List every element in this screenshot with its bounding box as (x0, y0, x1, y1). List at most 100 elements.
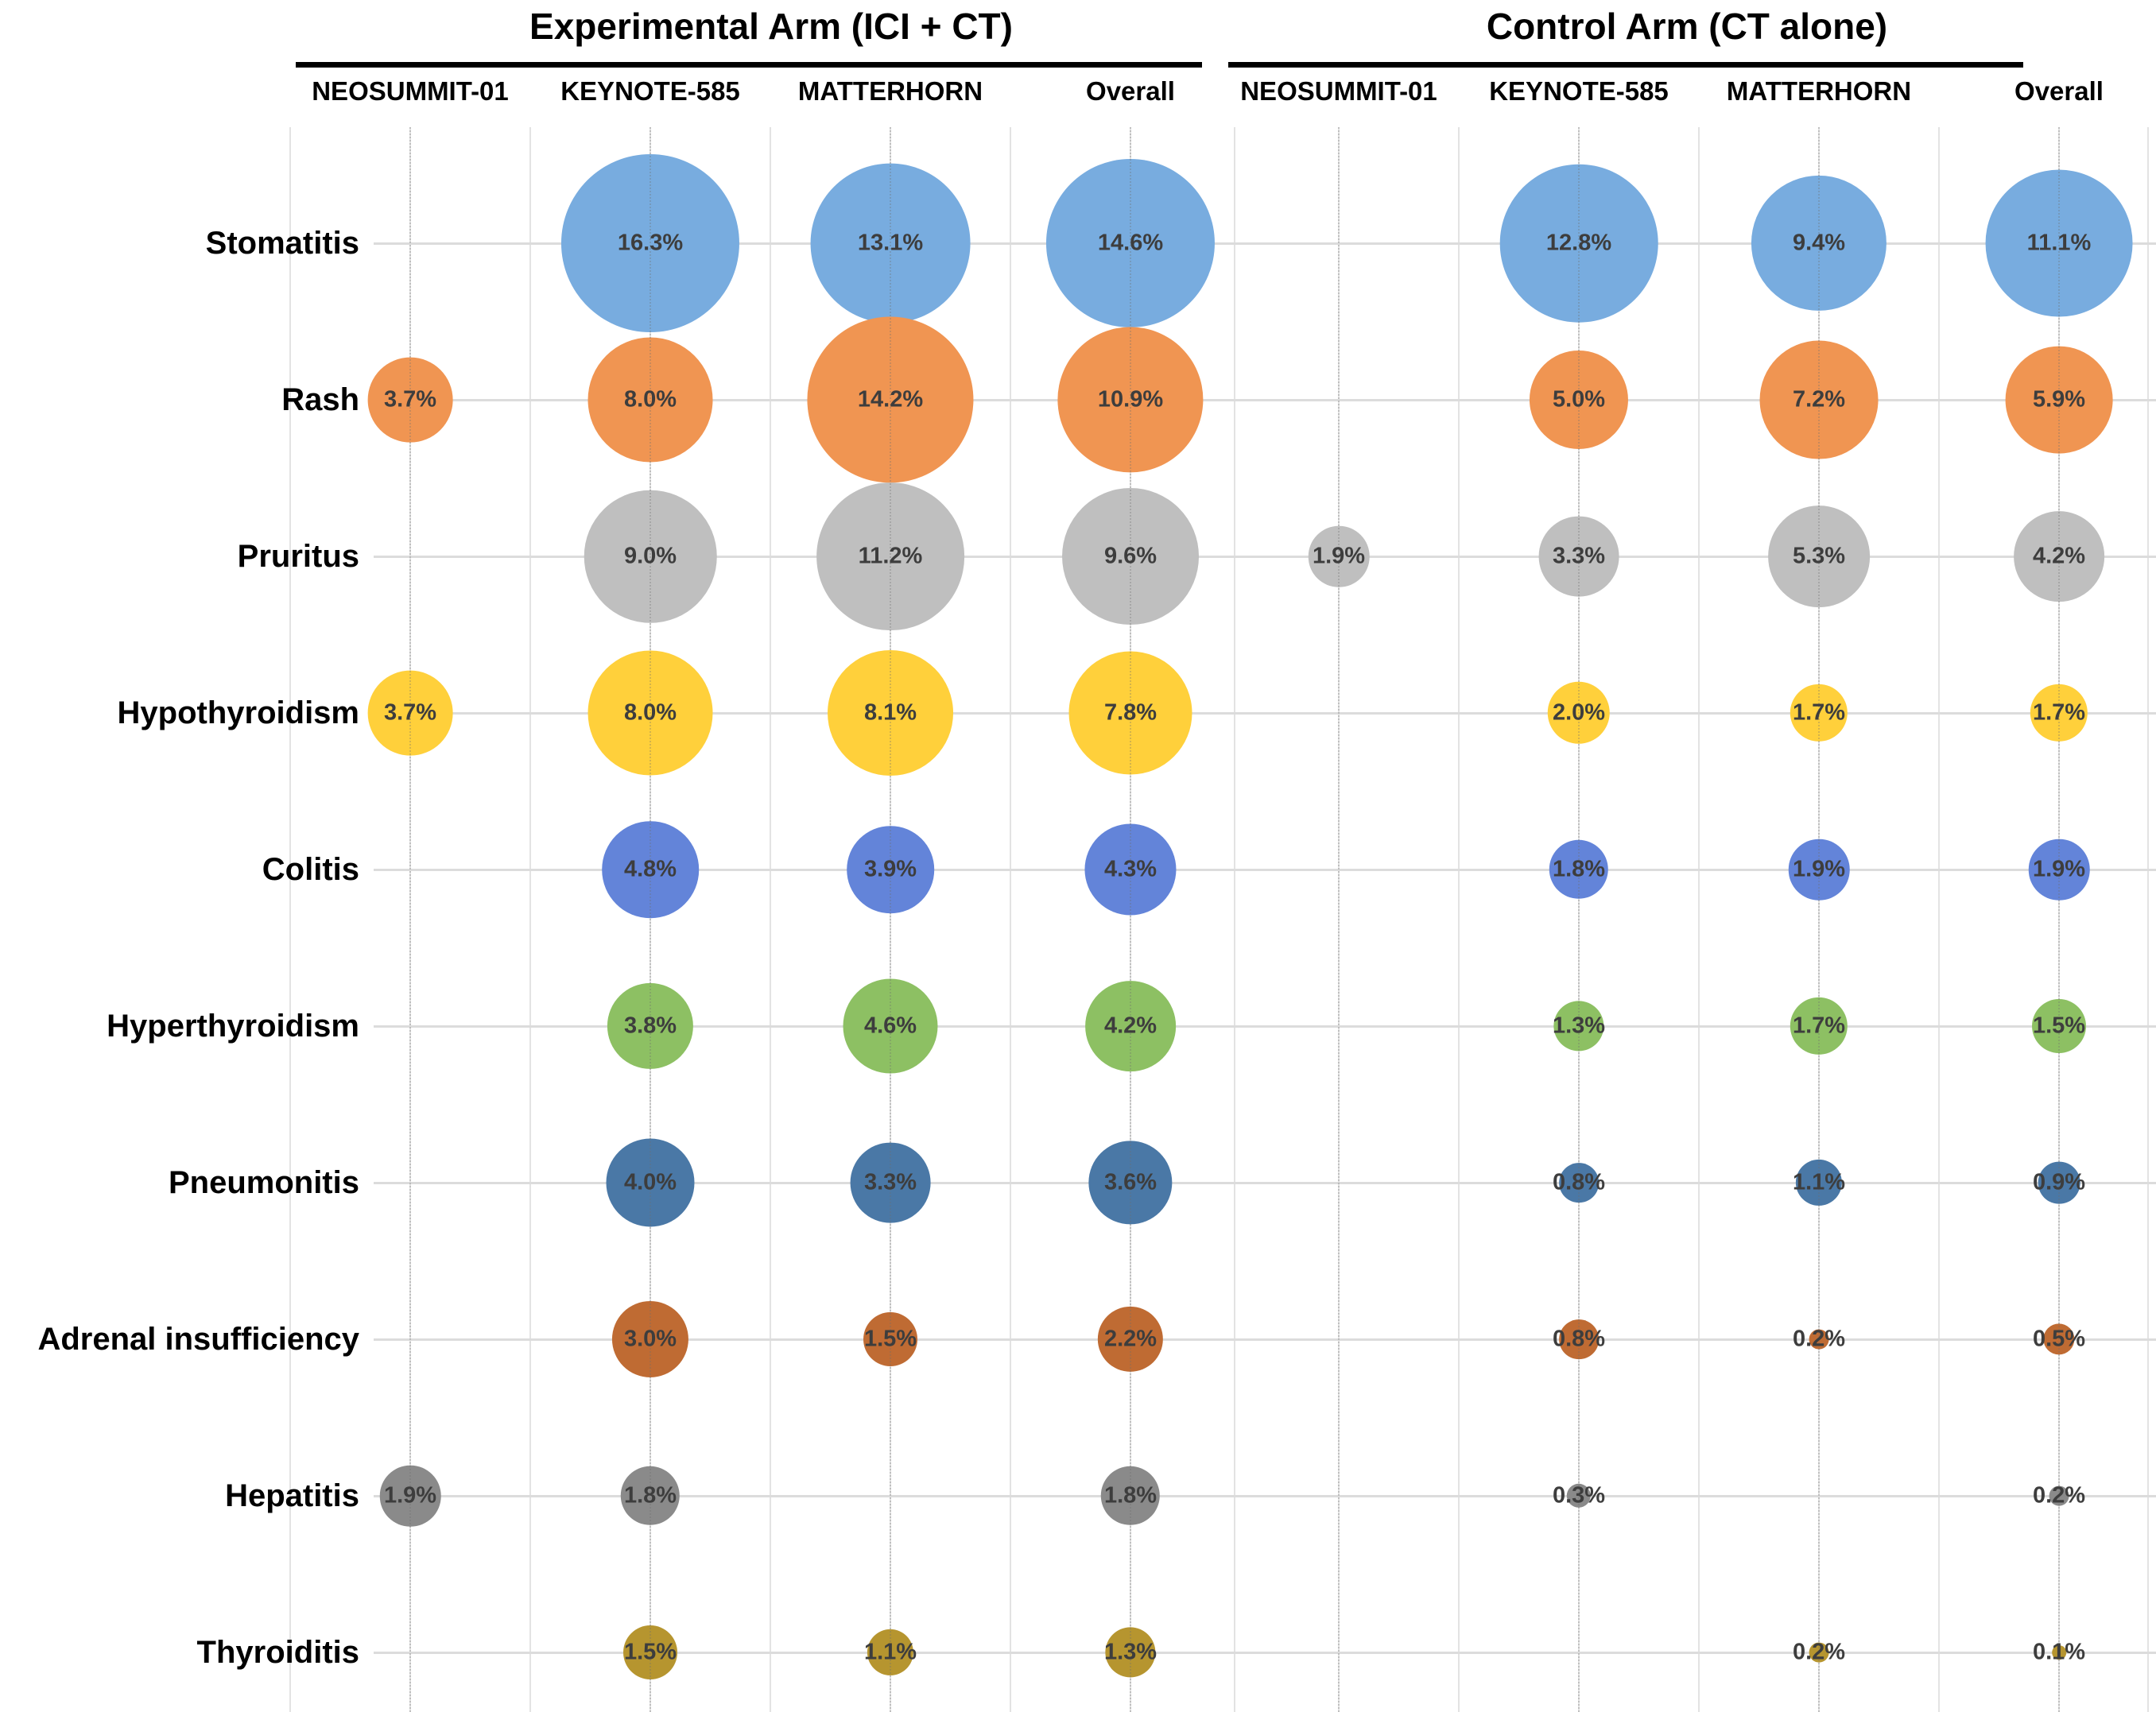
bubble-value: 0.2% (1792, 1326, 1846, 1352)
bubble (1751, 175, 1887, 312)
bubble-value: 1.9% (383, 1482, 437, 1509)
vertical-gridline (890, 127, 891, 1712)
bubble-value: 1.5% (2032, 1013, 2086, 1039)
bubble (1768, 505, 1870, 607)
bubble (1566, 1483, 1592, 1509)
arm-underline-experimental (296, 62, 1202, 68)
arm-underline-control (1228, 62, 2023, 68)
bubble-value: 8.1% (863, 699, 917, 726)
bubble-value: 0.2% (2032, 1482, 2086, 1509)
bubble-value: 8.0% (623, 699, 677, 726)
bubble-value: 3.9% (863, 856, 917, 882)
bubble (620, 1466, 681, 1526)
bubble-value: 9.4% (1792, 230, 1846, 256)
bubble-value: 3.8% (623, 1013, 677, 1039)
bubble-value: 0.8% (1552, 1169, 1606, 1195)
vertical-gridline (650, 127, 651, 1712)
row-label-text: Adrenal insufficiency (37, 1322, 359, 1357)
bubble-value: 1.9% (2032, 856, 2086, 882)
column-header: Overall (2014, 76, 2104, 106)
bubble-value: 4.2% (2032, 543, 2086, 569)
bubble-value: 3.7% (383, 699, 437, 726)
horizontal-gridline (374, 1652, 2156, 1654)
bubble (2038, 1161, 2080, 1204)
vertical-gridline-dotted (1130, 127, 1131, 1712)
horizontal-gridline (374, 869, 2156, 871)
bubble-value: 3.0% (623, 1326, 677, 1352)
bubble (1308, 525, 1370, 587)
vertical-gridline-dotted (1818, 127, 1820, 1712)
bubble-value: 4.6% (863, 1013, 917, 1039)
vertical-gridline-dotted (2058, 127, 2060, 1712)
bubble (843, 978, 938, 1074)
bubble-value: 1.3% (1552, 1013, 1606, 1039)
vertical-gridline (1010, 127, 1011, 1712)
bubble (611, 1300, 689, 1378)
bubble-value: 1.9% (1792, 856, 1846, 882)
vertical-gridline-dotted (890, 127, 891, 1712)
bubble (850, 1142, 931, 1223)
vertical-gridline-dotted (1338, 127, 1340, 1712)
horizontal-gridline (374, 1182, 2156, 1184)
vertical-gridline (1818, 127, 1820, 1712)
column-header: NEOSUMMIT-01 (312, 76, 509, 106)
bubble (2043, 1323, 2075, 1355)
row-label: Pneumonitis (0, 1164, 359, 1201)
horizontal-gridline (374, 1025, 2156, 1028)
row-label: Pruritus (0, 538, 359, 575)
bubble (1985, 169, 2133, 317)
row-label-text: Colitis (262, 852, 359, 887)
vertical-gridline (770, 127, 771, 1712)
bubble-value: 7.2% (1792, 386, 1846, 413)
bubble-value: 14.2% (857, 386, 924, 413)
bubble (1105, 1627, 1156, 1678)
bubble (867, 1629, 914, 1676)
bubble (1790, 997, 1848, 1055)
bubble (1045, 158, 1216, 328)
bubble-value: 0.5% (2032, 1326, 2086, 1352)
vertical-gridline (1938, 127, 1940, 1712)
column-header: MATTERHORN (1726, 76, 1912, 106)
bubble (1759, 340, 1879, 459)
bubble-value: 13.1% (857, 230, 924, 256)
bubble-value: 11.2% (858, 543, 923, 569)
row-label: Adrenal insufficiency (0, 1321, 359, 1358)
bubble-value: 4.0% (623, 1169, 677, 1195)
horizontal-gridline (374, 242, 2156, 245)
bubble (810, 163, 971, 323)
horizontal-gridline (374, 399, 2156, 401)
bubble-value: 1.8% (1552, 856, 1606, 882)
bubble-value: 0.2% (1792, 1639, 1846, 1665)
bubble (816, 482, 964, 630)
bubble (1790, 684, 1848, 742)
row-label: Colitis (0, 851, 359, 888)
bubble (1559, 1163, 1599, 1203)
bubble-value: 1.8% (623, 1482, 677, 1509)
vertical-gridline-dotted (409, 127, 411, 1712)
bubble-value: 8.0% (623, 386, 677, 413)
bubble-value: 0.3% (1552, 1482, 1606, 1509)
bubble (2005, 346, 2113, 454)
bubble-value: 7.8% (1103, 699, 1157, 726)
bubble-value: 1.1% (1792, 1169, 1846, 1195)
column-header: NEOSUMMIT-01 (1240, 76, 1437, 106)
bubble-value: 3.7% (383, 386, 437, 413)
bubble-value: 4.2% (1103, 1013, 1157, 1039)
row-label-text: Stomatitis (205, 226, 359, 261)
row-label-text: Thyroiditis (196, 1635, 359, 1670)
bubble-value: 3.3% (1552, 543, 1606, 569)
row-label: Stomatitis (0, 225, 359, 261)
bubble-value: 12.8% (1545, 230, 1612, 256)
bubble (1499, 164, 1658, 323)
vertical-gridline (1130, 127, 1131, 1712)
bubble (2052, 1645, 2066, 1660)
bubble (1062, 488, 1199, 625)
bubble-value: 1.3% (1103, 1639, 1157, 1665)
bubble (1553, 1001, 1604, 1052)
vertical-gridline-dotted (1578, 127, 1580, 1712)
bubble-value: 5.0% (1552, 386, 1606, 413)
bubble (1085, 981, 1176, 1071)
vertical-gridline (2058, 127, 2060, 1712)
bubble-value: 9.6% (1103, 543, 1157, 569)
